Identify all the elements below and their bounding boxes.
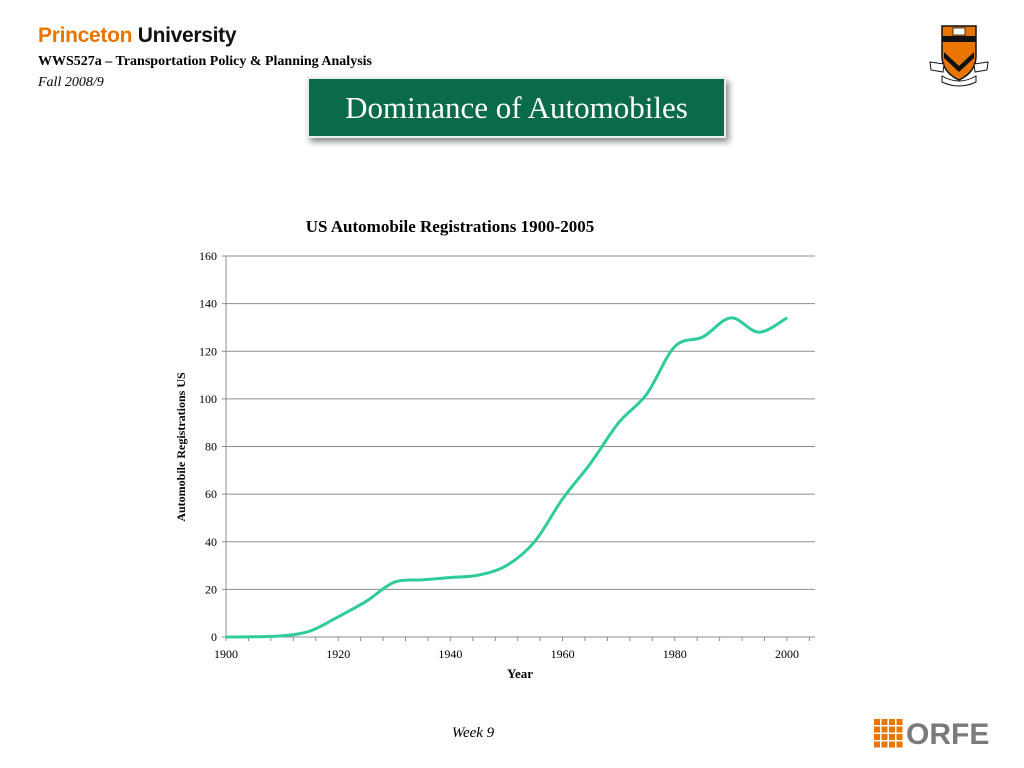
y-tick-label: 120 [199, 344, 217, 358]
data-point [673, 345, 676, 348]
y-tick-label: 100 [199, 392, 217, 406]
y-axis-label: Automobile Registrations US [174, 372, 188, 522]
orfe-grid-cell [874, 726, 880, 733]
tick-labels: 0 20 40 60 80 100 120 140 160 1900 1920 1940 1960 198… [199, 249, 799, 661]
data-point [449, 576, 452, 579]
axes [222, 255, 815, 641]
x-tick-label: 1980 [663, 647, 687, 661]
series-layer [225, 316, 788, 639]
data-point [533, 540, 536, 543]
course-term: Fall 2008/9 [38, 75, 104, 90]
y-tick-label: 80 [205, 440, 217, 454]
slide-title: Dominance of Automobiles [307, 77, 726, 138]
x-tick-label: 1900 [214, 647, 238, 661]
orfe-grid-cell [881, 726, 888, 733]
data-point [645, 393, 648, 395]
data-point [337, 615, 339, 618]
data-point [365, 600, 368, 603]
orfe-grid-cell [874, 734, 880, 740]
orfe-grid-cell [896, 719, 903, 725]
data-point [730, 317, 732, 319]
orfe-label: ORFE [906, 718, 989, 750]
data-point [617, 421, 620, 424]
x-tick-label: 2000 [775, 647, 799, 661]
data-point [786, 317, 788, 319]
orfe-grid-cell [896, 741, 903, 748]
orfe-grid-cell [889, 741, 895, 748]
orfe-grid-cell [889, 734, 895, 740]
footer-week: Week 9 [451, 725, 495, 741]
data-point [393, 581, 396, 584]
data-point [421, 579, 424, 581]
x-tick-label: 1920 [326, 647, 350, 661]
data-point [225, 636, 227, 638]
orfe-grid-cell [881, 719, 888, 725]
orfe-grid-cell [889, 726, 895, 733]
data-point [253, 635, 255, 638]
x-axis-label: Year [507, 666, 533, 681]
orfe-grid-cell [881, 741, 888, 748]
data-point [589, 462, 592, 464]
orfe-grid-icon [874, 719, 903, 748]
princeton-wordmark: Princeton University [38, 24, 237, 48]
y-tick-label: 160 [199, 249, 217, 263]
orfe-grid-cell [881, 734, 888, 740]
orfe-grid-cell [889, 719, 895, 725]
orfe-logo: ORFE [874, 718, 989, 750]
orfe-grid-cell [896, 734, 903, 740]
orfe-grid-cell [874, 719, 880, 725]
brand-princeton: Princeton [38, 24, 133, 47]
orfe-grid-cell [874, 741, 880, 748]
grid-lines [226, 255, 815, 590]
orfe-grid-cell [896, 726, 903, 733]
princeton-shield-icon [929, 25, 989, 87]
data-point [309, 630, 311, 632]
y-tick-label: 40 [205, 535, 217, 549]
data-point [561, 498, 564, 500]
chart-title: US Automobile Registrations 1900-2005 [306, 217, 595, 236]
data-point [281, 635, 283, 637]
data-point [477, 574, 480, 576]
data-point [702, 336, 704, 338]
y-tick-label: 20 [205, 582, 217, 596]
y-tick-label: 0 [211, 630, 217, 644]
y-tick-label: 60 [205, 487, 217, 501]
data-point [505, 564, 508, 567]
x-tick-label: 1960 [551, 647, 575, 661]
data-point [758, 331, 760, 333]
x-tick-label: 1940 [438, 647, 462, 661]
course-title: WWS527a – Transportation Policy & Planni… [38, 54, 372, 69]
y-tick-label: 140 [199, 297, 217, 311]
line-chart: US Automobile Registrations 1900-2005 Au… [174, 217, 815, 681]
brand-university: University [137, 24, 237, 47]
